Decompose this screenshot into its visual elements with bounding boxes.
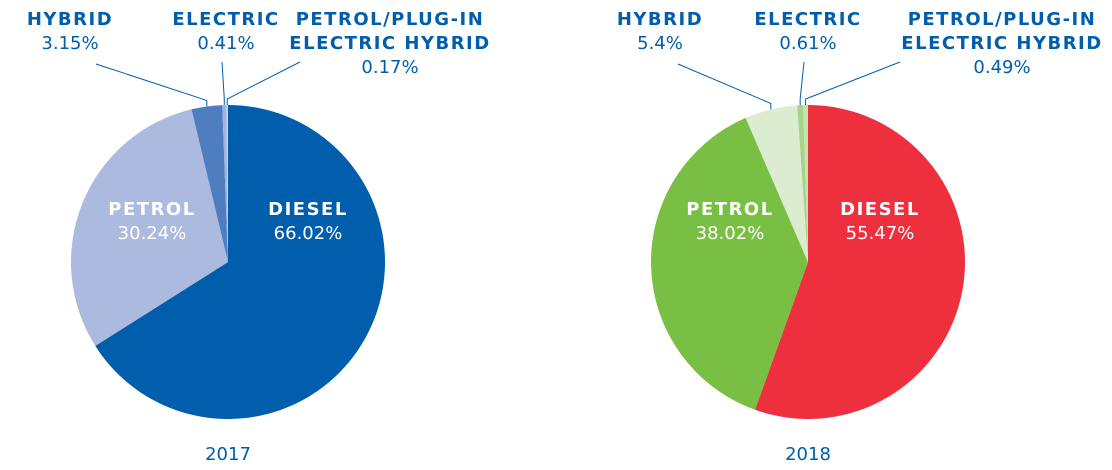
value-label: 55.47% [845,223,915,244]
slice-label: PETROL 30.24% [72,198,232,246]
value-label: 0.41% [197,33,255,54]
value-label: 5.4% [637,33,683,54]
value-label: 0.61% [779,33,837,54]
leader-line [677,63,772,110]
category-label: PETROL/PLUG-IN ELECTRIC HYBRID [901,9,1103,54]
leader-line [95,63,208,107]
category-label: PETROL/PLUG-IN ELECTRIC HYBRID [289,9,491,54]
leader-line [805,61,901,106]
pie-slice [651,117,808,410]
value-label: 0.17% [361,57,419,78]
value-label: 3.15% [41,33,99,54]
slice-label: HYBRID 3.15% [0,8,140,56]
leader-line [226,61,301,106]
pie-slice [745,105,808,262]
category-label: ELECTRIC [172,9,280,30]
category-label: DIESEL [840,199,920,220]
pie-slice [95,105,386,419]
category-label: HYBRID [26,9,114,30]
chart-title: 2018 [785,444,831,465]
category-label: PETROL [108,199,196,220]
value-label: 0.49% [973,57,1031,78]
category-label: PETROL [686,199,774,220]
leader-line [799,61,805,106]
pie-slice [226,105,228,262]
pie-slice [797,105,808,262]
category-label: ELECTRIC [754,9,862,30]
slice-label: PETROL/PLUG-IN ELECTRIC HYBRID 0.17% [280,8,500,80]
slice-label: ELECTRIC 0.41% [156,8,296,56]
leader-line [221,61,225,106]
slice-label: DIESEL 55.47% [800,198,960,246]
value-label: 30.24% [117,223,187,244]
slice-label: PETROL 38.02% [650,198,810,246]
slice-label: DIESEL 66.02% [228,198,388,246]
slice-label: PETROL/PLUG-IN ELECTRIC HYBRID 0.49% [892,8,1112,80]
slice-label: ELECTRIC 0.61% [738,8,878,56]
chart-title: 2017 [205,444,251,465]
slice-label: HYBRID 5.4% [590,8,730,56]
pie-slice [191,105,228,262]
pie-slice [70,109,229,346]
category-label: DIESEL [268,199,348,220]
value-label: 66.02% [273,223,343,244]
pie-slice [222,105,228,262]
pie-slice [755,105,965,419]
pie-slice [803,105,808,262]
value-label: 38.02% [695,223,765,244]
category-label: HYBRID [616,9,704,30]
